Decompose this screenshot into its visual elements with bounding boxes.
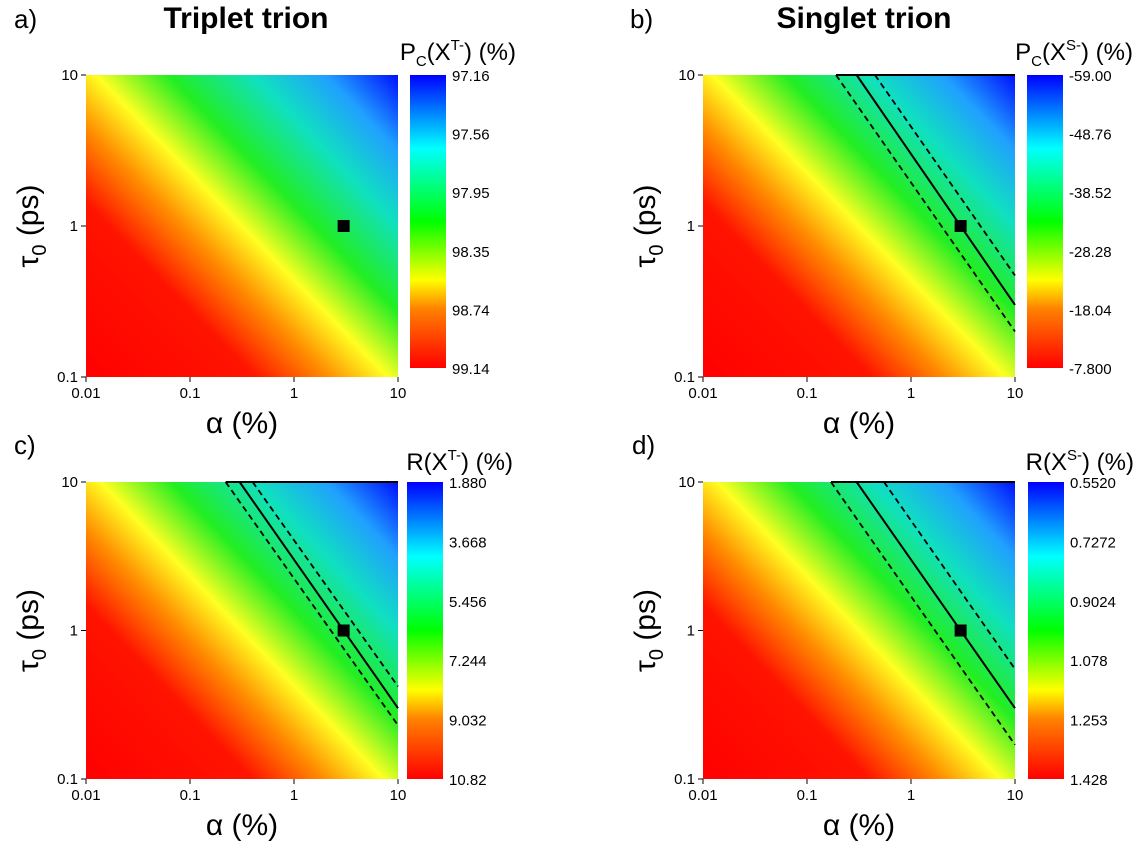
colorbar-tick-label: -18.04	[1069, 302, 1112, 319]
y-axis-label: τ0 (ps)	[12, 185, 51, 268]
colorbar	[407, 482, 443, 779]
colorbar-title: PC(XS-) (%)	[1015, 37, 1133, 70]
colorbar-tick-label: 9.032	[449, 713, 487, 730]
colorbar-tick-label: 10.82	[449, 772, 487, 789]
colorbar-tick-label: -59.00	[1069, 68, 1112, 85]
heatmap-field	[703, 75, 1015, 377]
colorbar-tick-label: 1.253	[1070, 713, 1108, 730]
x-axis-label: α (%)	[206, 407, 278, 440]
colorbar-tick-label: 5.456	[449, 594, 487, 611]
data-marker	[954, 624, 967, 637]
colorbar-tick-label: -7.800	[1069, 361, 1112, 378]
colorbar-tick-label: 1.428	[1070, 772, 1108, 789]
x-tick-label: 10	[1007, 787, 1024, 804]
colorbar-tick-label: -28.28	[1069, 244, 1112, 261]
colorbar-tick-label: 1.880	[449, 475, 487, 492]
x-tick-label: 0.1	[797, 787, 818, 804]
dashed-contour-line	[874, 74, 1016, 277]
x-tick-label: 0.1	[797, 385, 818, 402]
solid-contour-line	[855, 74, 1016, 306]
colorbar-tick-label: 98.35	[452, 244, 490, 261]
colorbar-tick-label: -48.76	[1069, 127, 1112, 144]
colorbar-tick-label: 0.7272	[1070, 534, 1116, 551]
dashed-contour-line	[835, 74, 1016, 333]
y-tick-label: 10	[678, 474, 695, 491]
dashed-contour-line	[251, 481, 399, 687]
x-tick-label: 0.01	[71, 385, 100, 402]
colorbar-tick-label: 0.5520	[1070, 475, 1116, 492]
y-tick-label: 1	[70, 623, 78, 640]
x-tick-label: 1	[290, 787, 298, 804]
colorbar-tick-label: 7.244	[449, 653, 487, 670]
colorbar-tick-label: 1.078	[1070, 653, 1108, 670]
colorbar-title: R(XT-) (%)	[406, 447, 513, 476]
x-tick-label: 10	[390, 787, 407, 804]
y-tick-label: 1	[70, 218, 78, 235]
y-tick-label: 10	[61, 474, 78, 491]
x-tick-label: 10	[390, 385, 407, 402]
colorbar-tick-label: 97.95	[452, 185, 490, 202]
x-tick-label: 1	[907, 787, 915, 804]
data-marker	[337, 624, 350, 637]
x-tick-label: 0.1	[180, 385, 201, 402]
colorbar-title: R(XS-) (%)	[1026, 447, 1134, 476]
panel-letter: a)	[14, 4, 37, 34]
x-axis-label: α (%)	[206, 809, 278, 842]
y-tick-label: 10	[678, 67, 695, 84]
y-axis-label: τ0 (ps)	[629, 185, 668, 268]
colorbar-tick-label: 98.74	[452, 302, 490, 319]
y-axis-label: τ0 (ps)	[12, 589, 51, 672]
solid-contour-line	[238, 481, 399, 709]
colorbar-tick-label: 97.56	[452, 127, 490, 144]
dashed-contour-line	[883, 481, 1016, 670]
heatmap-field	[86, 482, 398, 779]
dashed-contour-line	[830, 481, 1016, 746]
colorbar	[410, 75, 446, 368]
colorbar-title: PC(XT-) (%)	[400, 37, 516, 70]
panel-title-triplet: Triplet trion	[164, 2, 329, 35]
x-tick-label: 1	[290, 385, 298, 402]
x-tick-label: 10	[1007, 385, 1024, 402]
y-tick-label: 0.1	[57, 369, 78, 386]
colorbar-tick-label: -38.52	[1069, 185, 1112, 202]
colorbar-tick-label: 99.14	[452, 361, 490, 378]
colorbar	[1027, 75, 1063, 368]
x-tick-label: 1	[907, 385, 915, 402]
panel-letter: b)	[630, 4, 653, 34]
colorbar-tick-label: 0.9024	[1070, 594, 1116, 611]
y-axis-label: τ0 (ps)	[629, 589, 668, 672]
heatmap-field	[86, 75, 398, 377]
x-tick-label: 0.01	[71, 787, 100, 804]
panel-letter: c)	[14, 430, 36, 460]
heatmap-field	[703, 482, 1015, 779]
y-tick-label: 0.1	[57, 771, 78, 788]
x-tick-label: 0.1	[180, 787, 201, 804]
colorbar-tick-label: 3.668	[449, 534, 487, 551]
data-marker	[337, 220, 350, 232]
x-tick-label: 0.01	[688, 385, 717, 402]
data-marker	[954, 220, 967, 232]
colorbar	[1028, 482, 1064, 779]
y-tick-label: 0.1	[674, 771, 695, 788]
x-axis-label: α (%)	[823, 809, 895, 842]
y-tick-label: 0.1	[674, 369, 695, 386]
colorbar-tick-label: 97.16	[452, 68, 490, 85]
y-tick-label: 10	[61, 67, 78, 84]
panel-letter: d)	[632, 430, 655, 460]
solid-contour-line	[855, 481, 1016, 709]
x-tick-label: 0.01	[688, 787, 717, 804]
panel-title-singlet: Singlet trion	[777, 2, 952, 35]
y-tick-label: 1	[687, 218, 695, 235]
y-tick-label: 1	[687, 623, 695, 640]
x-axis-label: α (%)	[823, 407, 895, 440]
